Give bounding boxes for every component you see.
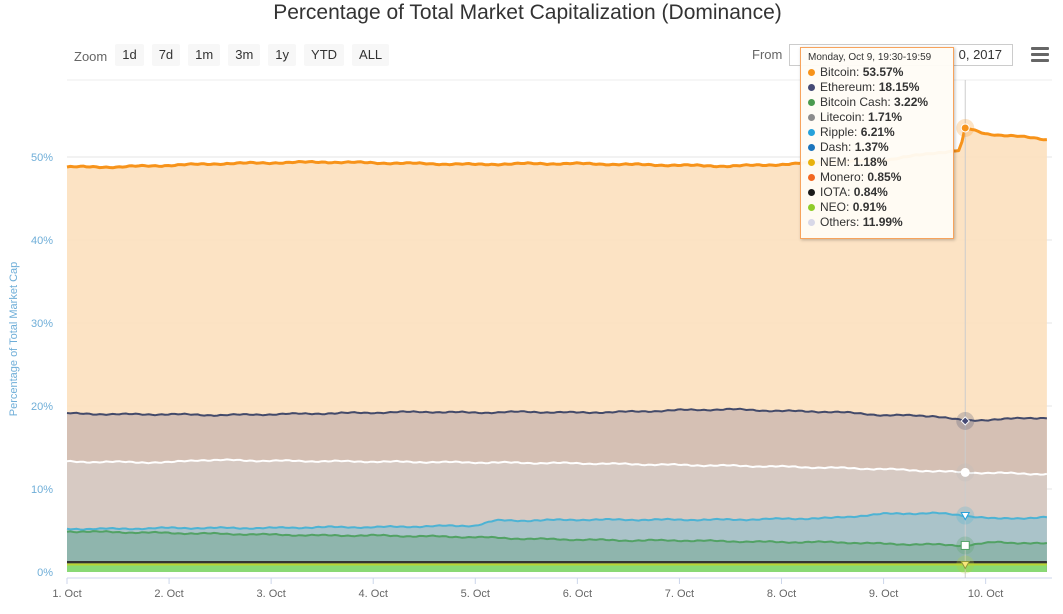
tooltip-series-value: 0.85%: [867, 170, 902, 184]
zoom-7d-button[interactable]: 7d: [151, 44, 181, 66]
zoom-ytd-button[interactable]: YTD: [304, 44, 345, 66]
tooltip-series-value: 53.57%: [862, 65, 904, 79]
series-dot-icon: [808, 84, 815, 91]
area-neo: [67, 564, 1047, 572]
x-tick-label: 9. Oct: [869, 588, 898, 600]
tooltip-row: Ripple: 6.21%: [808, 125, 953, 140]
tooltip-series-name: Ripple: [820, 125, 855, 139]
tooltip-row: NEM: 1.18%: [808, 155, 953, 170]
tooltip-series-value: 3.22%: [894, 95, 929, 109]
hover-markers: [956, 80, 975, 578]
tooltip-series-value: 1.37%: [854, 140, 889, 154]
x-tick-label: 10. Oct: [968, 588, 1003, 600]
tooltip-row: NEO: 0.91%: [808, 200, 953, 215]
zoom-1m-button[interactable]: 1m: [188, 44, 221, 66]
tooltip-series-value: 11.99%: [862, 215, 903, 229]
tooltip-row: Bitcoin Cash: 3.22%: [808, 95, 953, 110]
tooltip-row: Dash: 1.37%: [808, 140, 953, 155]
tooltip-series-name: Others: [820, 215, 857, 229]
tooltip-row: Others: 11.99%: [808, 215, 953, 230]
zoom-label: Zoom: [74, 49, 108, 64]
series-dot-icon: [808, 159, 815, 166]
line-ethereum: [66, 407, 1048, 422]
line-ripple: [66, 511, 1048, 531]
x-tick-label: 3. Oct: [256, 588, 285, 600]
tooltip-series-value: 1.71%: [868, 110, 903, 124]
tooltip-series-value: 0.91%: [852, 200, 887, 214]
zoom-3m-button[interactable]: 3m: [228, 44, 261, 66]
marker-point: [960, 561, 971, 570]
x-tick-label: 4. Oct: [359, 588, 388, 600]
y-tick-label: 0%: [37, 567, 53, 579]
tooltip-series-value: 18.15%: [878, 80, 920, 94]
x-tick-label: 6. Oct: [563, 588, 592, 600]
tooltip-series-value: 1.18%: [853, 155, 888, 169]
tooltip-row: Litecoin: 1.71%: [808, 110, 953, 125]
series-dot-icon: [808, 69, 815, 76]
tooltip-series-name: Bitcoin Cash: [820, 95, 888, 109]
zoom-1d-button[interactable]: 1d: [115, 44, 144, 66]
from-label: From: [752, 47, 783, 62]
marker-point: [960, 416, 970, 426]
tooltip-series-name: NEM: [820, 155, 847, 169]
marker-point: [960, 540, 970, 550]
marker-point: [960, 512, 971, 521]
tooltip-series-name: NEO: [820, 200, 847, 214]
zoom-all-button[interactable]: ALL: [352, 44, 390, 66]
tooltip-series-name: Bitcoin: [820, 65, 857, 79]
zoom-1y-button[interactable]: 1y: [268, 44, 297, 66]
series-dot-icon: [808, 174, 815, 181]
y-tick-label: 40%: [31, 235, 53, 247]
tooltip-series-name: Ethereum: [820, 80, 873, 94]
x-tick-label: 7. Oct: [665, 588, 694, 600]
tooltip-series-name: IOTA: [820, 185, 848, 199]
tooltip-row: IOTA: 0.84%: [808, 185, 953, 200]
y-axis-title: Percentage of Total Market Cap: [8, 262, 20, 417]
y-tick-label: 50%: [31, 152, 53, 164]
y-tick-label: 20%: [31, 401, 53, 413]
tooltip-series-name: Dash: [820, 140, 849, 154]
tooltip-series-value: 0.84%: [853, 185, 888, 199]
x-tick-label: 1. Oct: [52, 588, 81, 600]
y-tick-label: 30%: [31, 318, 53, 330]
y-tick-label: 10%: [31, 484, 53, 496]
x-tick-label: 2. Oct: [154, 588, 183, 600]
tooltip-row: Ethereum: 18.15%: [808, 80, 953, 95]
axes: 0% 10% 20% 30% 40% 50% Percentage of Total Mar…: [8, 152, 1052, 600]
x-tick-label: 5. Oct: [461, 588, 490, 600]
line-bitcoin-cash: [66, 530, 1048, 548]
series-dot-icon: [808, 114, 815, 121]
tooltip-row: Monero: 0.85%: [808, 170, 953, 185]
marker-point: [960, 467, 970, 477]
line-others: [66, 458, 1048, 476]
series-dot-icon: [808, 219, 815, 226]
series-dot-icon: [808, 144, 815, 151]
chart-title: Percentage of Total Market Capitalizatio…: [273, 1, 782, 24]
marker-point: [960, 123, 970, 133]
tooltip-row: Bitcoin: 53.57%: [808, 65, 953, 80]
series-dot-icon: [808, 204, 815, 211]
series-dot-icon: [808, 99, 815, 106]
x-tick-label: 8. Oct: [767, 588, 796, 600]
hamburger-menu-icon[interactable]: [1030, 45, 1050, 65]
tooltip-series-name: Monero: [820, 170, 861, 184]
zoom-bar: Zoom 1d 7d 1m 3m 1y YTD ALL: [74, 44, 397, 66]
chart-tooltip: Monday, Oct 9, 19:30-19:59 Bitcoin: 53.5…: [800, 47, 954, 239]
tooltip-series-name: Litecoin: [820, 110, 862, 124]
tooltip-series-value: 6.21%: [860, 125, 895, 139]
tooltip-header: Monday, Oct 9, 19:30-19:59: [808, 52, 932, 63]
series-dot-icon: [808, 129, 815, 136]
series-dot-icon: [808, 189, 815, 196]
